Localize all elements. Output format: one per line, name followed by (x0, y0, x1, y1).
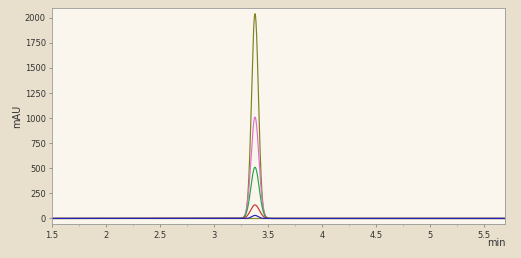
Text: min: min (487, 238, 505, 247)
Y-axis label: mAU: mAU (12, 104, 22, 128)
